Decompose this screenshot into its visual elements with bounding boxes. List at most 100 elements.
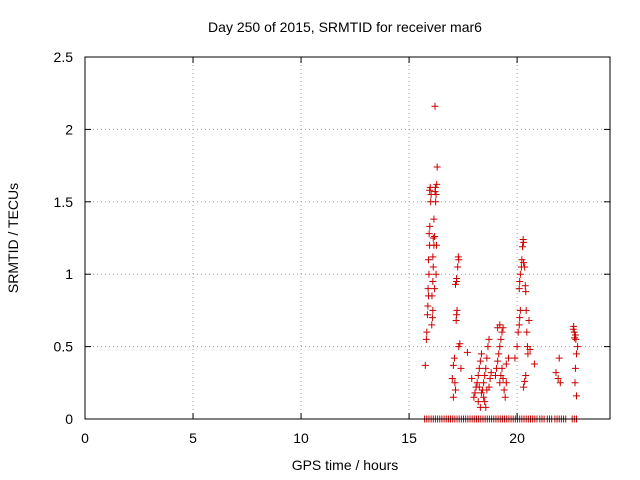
data-point bbox=[475, 383, 483, 391]
data-point bbox=[429, 253, 437, 261]
data-point bbox=[431, 183, 439, 191]
data-point bbox=[485, 335, 493, 343]
data-point bbox=[432, 198, 440, 206]
data-point bbox=[515, 285, 523, 293]
data-point bbox=[425, 230, 433, 238]
data-point bbox=[520, 259, 528, 267]
data-point bbox=[515, 321, 523, 329]
data-point bbox=[477, 350, 485, 358]
data-point bbox=[530, 360, 538, 368]
x-tick-label: 10 bbox=[293, 430, 309, 446]
x-tick-label: 5 bbox=[189, 430, 197, 446]
data-point bbox=[496, 321, 504, 329]
data-point bbox=[452, 386, 460, 394]
data-point bbox=[497, 372, 505, 380]
data-point bbox=[449, 393, 457, 401]
data-point bbox=[451, 379, 459, 387]
y-tick-label: 1 bbox=[65, 266, 73, 282]
data-point bbox=[482, 403, 490, 411]
data-point bbox=[502, 360, 510, 368]
data-point bbox=[497, 335, 505, 343]
data-point bbox=[421, 361, 429, 369]
data-point bbox=[431, 233, 439, 241]
data-point bbox=[431, 285, 439, 293]
data-point bbox=[424, 302, 432, 310]
data-point bbox=[425, 270, 433, 278]
data-point bbox=[570, 322, 578, 330]
y-tick-label: 0 bbox=[65, 411, 73, 427]
data-point bbox=[496, 343, 504, 351]
data-point bbox=[474, 398, 482, 406]
data-point bbox=[456, 340, 464, 348]
data-point bbox=[516, 306, 524, 314]
data-point bbox=[476, 357, 484, 365]
data-point bbox=[521, 377, 529, 385]
data-point bbox=[552, 369, 560, 377]
data-point bbox=[496, 379, 504, 387]
tick-labels: 0 5 10 15 20 0 0.5 1 1.5 2 2.5 bbox=[54, 49, 526, 446]
data-point bbox=[448, 374, 456, 382]
data-point bbox=[452, 280, 460, 288]
data-point bbox=[423, 311, 431, 319]
data-point bbox=[522, 288, 530, 296]
data-point bbox=[477, 389, 485, 397]
data-point bbox=[487, 369, 495, 377]
data-point bbox=[453, 306, 461, 314]
data-point bbox=[474, 372, 482, 380]
grid bbox=[85, 57, 610, 419]
data-point bbox=[526, 345, 534, 353]
data-point bbox=[426, 222, 434, 230]
data-point bbox=[455, 343, 463, 351]
data-point bbox=[430, 215, 438, 223]
data-point bbox=[423, 328, 431, 336]
data-point bbox=[457, 364, 465, 372]
data-point bbox=[429, 234, 437, 242]
data-point bbox=[523, 328, 531, 336]
data-point bbox=[471, 389, 479, 397]
data-point bbox=[516, 277, 524, 285]
data-point bbox=[483, 354, 491, 362]
data-point bbox=[485, 383, 493, 391]
data-point bbox=[473, 379, 481, 387]
data-point bbox=[516, 314, 524, 322]
data-point bbox=[482, 364, 490, 372]
data-point bbox=[524, 350, 532, 358]
data-point bbox=[522, 306, 530, 314]
data-point bbox=[572, 335, 580, 343]
data-point bbox=[424, 285, 432, 293]
data-point bbox=[571, 334, 579, 342]
data-point bbox=[428, 292, 436, 300]
data-point bbox=[450, 354, 458, 362]
data-point bbox=[453, 277, 461, 285]
data-point bbox=[426, 186, 434, 194]
data-point bbox=[511, 354, 519, 362]
data-point bbox=[501, 393, 509, 401]
data-point bbox=[432, 191, 440, 199]
data-point bbox=[422, 335, 430, 343]
data-point bbox=[573, 350, 581, 358]
data-point bbox=[498, 328, 506, 336]
data-point bbox=[556, 379, 564, 387]
data-point bbox=[571, 379, 579, 387]
data-point bbox=[433, 163, 441, 171]
data-point bbox=[555, 354, 563, 362]
data-point bbox=[454, 253, 462, 261]
x-tick-label: 0 bbox=[81, 430, 89, 446]
y-tick-label: 2.5 bbox=[54, 49, 74, 65]
x-tick-label: 15 bbox=[401, 430, 417, 446]
data-point bbox=[494, 357, 502, 365]
data-point bbox=[513, 343, 521, 351]
data-point bbox=[433, 180, 441, 188]
data-point bbox=[554, 374, 562, 382]
plot-frame bbox=[84, 56, 611, 420]
data-point bbox=[425, 256, 433, 264]
data-point bbox=[481, 372, 489, 380]
data-point bbox=[431, 102, 439, 110]
y-tick-label: 2 bbox=[65, 121, 73, 137]
data-point bbox=[498, 364, 506, 372]
data-point bbox=[475, 364, 483, 372]
data-point bbox=[520, 383, 528, 391]
data-point bbox=[495, 350, 503, 358]
